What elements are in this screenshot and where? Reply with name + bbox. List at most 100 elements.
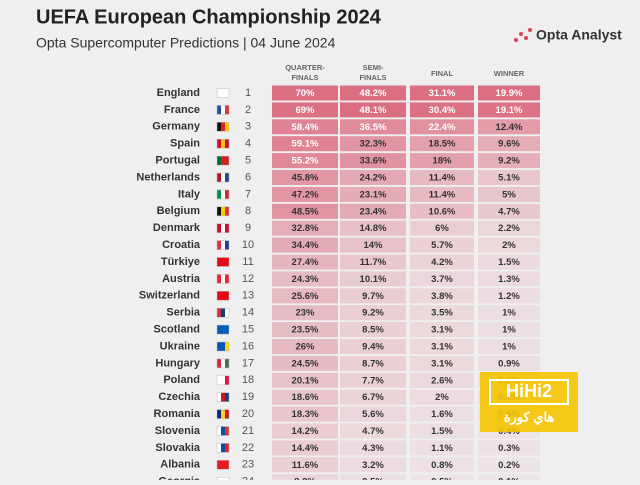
cell-value: 48.2% — [360, 88, 387, 99]
cell-value: 3.1% — [431, 358, 453, 369]
cell-bg — [478, 288, 540, 304]
cell-bg — [272, 102, 338, 118]
cell-bg — [340, 457, 406, 473]
cell-bg — [340, 406, 406, 422]
flag-stripe — [217, 375, 221, 385]
flag-border — [216, 88, 230, 98]
cell-bg — [410, 170, 474, 185]
flag-stripe — [225, 409, 229, 419]
cell-value: 0.2% — [498, 460, 520, 471]
cell-value: 9.7% — [362, 291, 384, 302]
cell-value: 24.2% — [360, 173, 387, 184]
rank: 9 — [245, 222, 251, 234]
flag-border — [216, 375, 230, 386]
cell-value: 5.1% — [498, 173, 520, 184]
team-name: Croatia — [162, 239, 201, 251]
flag-stripe — [225, 375, 229, 385]
watermark-arabic: هاي كورة — [504, 409, 555, 425]
cell-bg — [340, 85, 406, 101]
cell-bg — [340, 423, 406, 439]
flag-stripe — [225, 291, 229, 301]
cell-bg — [478, 153, 540, 169]
flag-stripe — [217, 342, 221, 351]
cell-bg — [478, 339, 540, 354]
cell-bg — [410, 389, 474, 405]
watermark: HiHi2 هاي كورة — [480, 372, 578, 432]
cell-value: 3.1% — [431, 342, 453, 353]
flag-stripe — [221, 443, 225, 453]
cell-bg — [478, 85, 540, 101]
cell-bg — [272, 355, 338, 371]
flag-stripe — [221, 122, 225, 132]
flag-border — [216, 358, 230, 369]
team-name: Switzerland — [139, 290, 200, 302]
team-name: France — [164, 104, 200, 116]
cell-bg — [340, 170, 406, 185]
flag-border — [216, 105, 230, 115]
cell-bg — [272, 406, 338, 422]
cell-bg — [410, 186, 474, 202]
cell-value: 3.2% — [362, 460, 384, 471]
cell-bg — [272, 339, 338, 354]
cell-bg — [272, 322, 338, 338]
cell-value: 10.1% — [360, 274, 387, 285]
flag-stripe — [221, 426, 225, 436]
rank: 14 — [242, 307, 254, 319]
cell-value: 12.4% — [496, 122, 523, 133]
cell-value: 14.4% — [292, 443, 319, 454]
flag-stripe — [221, 342, 225, 351]
rank: 18 — [242, 374, 254, 386]
cell-bg — [410, 119, 474, 135]
subtitle: Opta Supercomputer Predictions | 04 June… — [36, 35, 336, 51]
flag-stripe — [217, 223, 221, 233]
flag-stripe — [221, 375, 225, 385]
cell-bg — [410, 457, 474, 473]
flag-stripe — [217, 308, 221, 318]
team-name: Denmark — [153, 222, 201, 234]
column-header: QUARTER- — [285, 63, 325, 72]
flag-stripe — [221, 392, 225, 402]
cell-bg — [340, 136, 406, 152]
cell-bg — [410, 372, 474, 388]
flag-stripe — [225, 392, 229, 402]
team-name: Austria — [162, 273, 201, 285]
cell-bg — [410, 85, 474, 101]
flag-stripe — [217, 257, 221, 267]
flag-stripe — [221, 358, 225, 368]
cell-value: 45.8% — [292, 173, 319, 184]
cell-value: 1.6% — [431, 409, 453, 420]
cell-bg — [340, 119, 406, 135]
flag-stripe — [225, 105, 229, 115]
cell-value: 19.9% — [496, 88, 523, 99]
cell-value: 20.1% — [292, 375, 319, 386]
cell-value: 1% — [502, 308, 516, 319]
cell-bg — [272, 305, 338, 321]
flag-stripe — [217, 426, 221, 436]
flag-stripe — [225, 358, 229, 368]
cell-value: 1.1% — [431, 443, 453, 454]
flag-border — [216, 324, 230, 335]
flag-stripe — [217, 460, 221, 470]
flag-stripe — [221, 274, 225, 284]
cell-value: 23.1% — [360, 189, 387, 200]
cell-bg — [410, 288, 474, 304]
cell-bg — [272, 85, 338, 101]
cell-bg — [410, 406, 474, 422]
cell-bg — [340, 220, 406, 236]
flag-border — [216, 341, 230, 352]
flag-stripe — [217, 358, 221, 368]
column-header: WINNER — [494, 69, 525, 78]
cell-bg — [478, 355, 540, 371]
cell-value: 2.6% — [431, 375, 453, 386]
team-name: Czechia — [158, 391, 200, 403]
flag-stripe — [217, 291, 221, 301]
cell-value: 2.2% — [498, 223, 520, 234]
rank: 19 — [242, 391, 254, 403]
flag-border — [216, 155, 230, 166]
cell-value: 1% — [502, 325, 516, 336]
flag-stripe — [221, 206, 225, 216]
flag-stripe — [217, 409, 221, 419]
cell-bg — [272, 136, 338, 152]
rank: 13 — [242, 290, 254, 302]
cell-bg — [272, 389, 338, 405]
